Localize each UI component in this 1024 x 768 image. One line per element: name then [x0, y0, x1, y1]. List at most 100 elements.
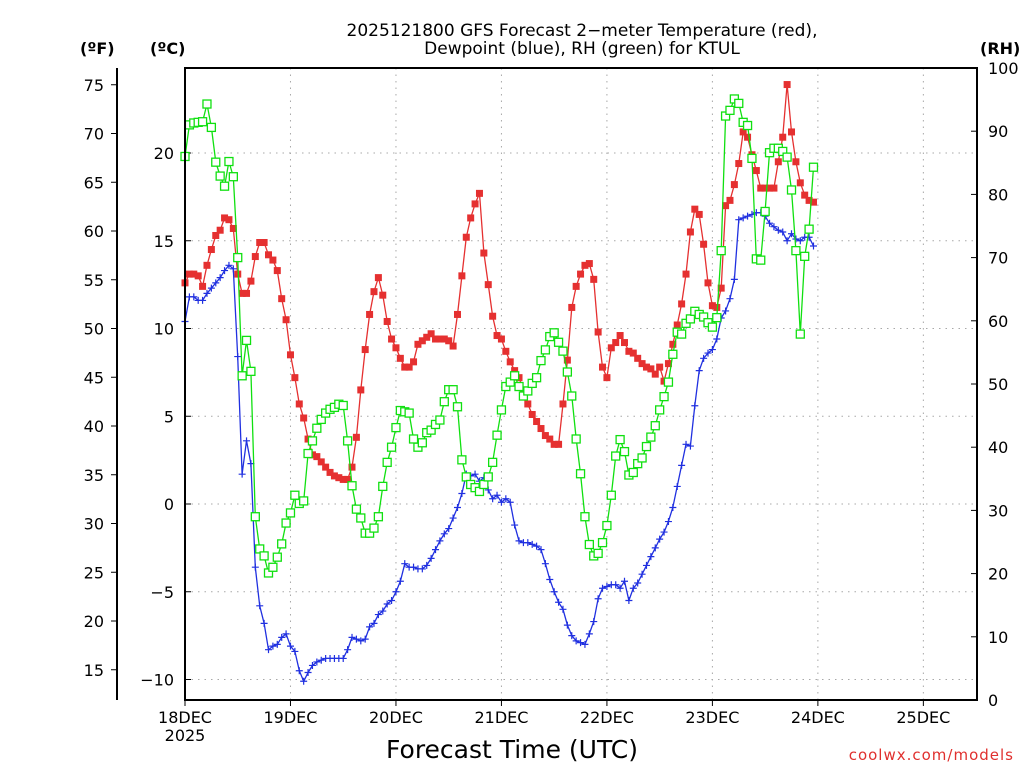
- data-point-dewpoint: [533, 542, 541, 550]
- data-point-2-meter-temperature: [410, 358, 418, 366]
- data-point-2-meter-temperature: [313, 453, 321, 461]
- data-point-2-meter-temperature: [401, 363, 409, 371]
- data-point-2-meter-temperature: [291, 374, 299, 382]
- data-point-2-meter-temperature: [801, 191, 809, 199]
- rh-axis: 0 10 20 30 40 50 60 70 80 90 100: [971, 59, 1019, 710]
- data-point-2-meter-temperature: [361, 346, 369, 354]
- data-point-2-meter-temperature: [286, 351, 294, 359]
- data-point-2-meter-temperature: [796, 179, 804, 187]
- data-point-dewpoint: [511, 521, 519, 529]
- data-point-2-meter-temperature: [717, 284, 725, 292]
- data-point-dewpoint: [265, 646, 273, 654]
- data-point-rh: [386, 442, 397, 452]
- data-point-rh: [602, 520, 612, 531]
- data-point-dewpoint: [304, 668, 312, 676]
- data-point-rh: [575, 469, 586, 479]
- data-point-dewpoint: [590, 618, 598, 626]
- rh-tick-label: 80: [988, 185, 1008, 204]
- data-point-2-meter-temperature: [730, 181, 738, 189]
- data-point-2-meter-temperature: [251, 253, 259, 261]
- data-point-rh: [676, 329, 687, 339]
- celsius-tick-label: −5: [150, 583, 174, 602]
- data-point-rh: [492, 430, 502, 440]
- data-point-2-meter-temperature: [704, 279, 712, 287]
- data-point-dewpoint: [396, 577, 404, 585]
- data-point-rh: [619, 446, 630, 457]
- data-point-rh: [791, 245, 801, 256]
- data-point-rh: [716, 245, 726, 256]
- data-point-2-meter-temperature: [642, 363, 650, 371]
- data-point-rh: [483, 472, 493, 482]
- data-point-dewpoint: [774, 226, 782, 234]
- data-point-rh: [637, 453, 647, 463]
- data-point-rh: [514, 381, 524, 392]
- data-point-2-meter-temperature: [467, 214, 475, 222]
- data-point-dewpoint: [207, 284, 215, 292]
- data-point-2-meter-temperature: [388, 335, 396, 343]
- data-point-rh: [800, 251, 810, 261]
- data-point-rh: [233, 252, 243, 263]
- data-point-2-meter-temperature: [524, 400, 532, 408]
- data-point-dewpoint: [291, 647, 299, 655]
- celsius-tick-label: 0: [164, 495, 174, 514]
- data-point-2-meter-temperature: [766, 184, 774, 192]
- data-point-dewpoint: [537, 546, 545, 554]
- data-point-2-meter-temperature: [300, 414, 308, 422]
- data-point-dewpoint: [638, 570, 646, 578]
- data-point-dewpoint: [559, 605, 567, 613]
- rh-tick-label: 40: [988, 438, 1008, 457]
- data-point-rh: [611, 451, 621, 461]
- rh-tick-label: 70: [988, 249, 1008, 268]
- data-point-dewpoint: [515, 537, 523, 545]
- data-point-2-meter-temperature: [700, 240, 708, 248]
- data-point-rh: [487, 457, 498, 468]
- data-point-dewpoint: [352, 635, 360, 643]
- data-point-rh: [290, 490, 300, 500]
- rh-tick-label: 10: [988, 628, 1008, 647]
- data-point-2-meter-temperature: [686, 228, 694, 236]
- series-dewpoint: [181, 209, 817, 685]
- data-point-dewpoint: [708, 346, 716, 354]
- data-point-rh: [277, 539, 287, 549]
- data-point-2-meter-temperature: [484, 281, 492, 289]
- data-point-dewpoint: [361, 635, 369, 643]
- data-point-dewpoint: [449, 514, 457, 522]
- data-point-dewpoint: [722, 307, 730, 315]
- data-point-2-meter-temperature: [282, 316, 290, 324]
- data-point-rh: [663, 377, 674, 387]
- data-point-rh: [553, 337, 564, 347]
- data-point-dewpoint: [739, 214, 747, 222]
- data-point-2-meter-temperature: [392, 344, 400, 352]
- data-point-dewpoint: [440, 530, 448, 538]
- celsius-tick-label: 5: [164, 407, 174, 426]
- data-point-2-meter-temperature: [761, 184, 769, 192]
- data-point-dewpoint: [418, 565, 426, 573]
- x-tick-label: 23DEC: [685, 708, 739, 727]
- data-point-dewpoint: [212, 279, 220, 287]
- data-point-2-meter-temperature: [563, 356, 571, 364]
- data-point-dewpoint: [809, 242, 817, 250]
- celsius-unit-label: (ºC): [150, 39, 185, 58]
- data-point-dewpoint: [634, 579, 642, 587]
- data-point-2-meter-temperature: [805, 196, 813, 204]
- data-point-2-meter-temperature: [664, 360, 672, 368]
- data-point-rh: [742, 120, 753, 131]
- data-point-dewpoint: [190, 293, 198, 301]
- data-point-dewpoint: [453, 504, 461, 512]
- data-point-dewpoint: [581, 640, 589, 648]
- data-point-rh: [197, 117, 208, 127]
- data-point-2-meter-temperature: [471, 200, 479, 208]
- data-point-2-meter-temperature: [739, 128, 747, 136]
- data-point-2-meter-temperature: [344, 475, 352, 483]
- data-point-dewpoint: [410, 563, 418, 571]
- data-point-rh: [250, 512, 260, 522]
- data-point-rh: [580, 512, 590, 522]
- fahrenheit-tick-label: 30: [84, 515, 104, 534]
- data-point-dewpoint: [388, 597, 396, 605]
- data-point-2-meter-temperature: [423, 333, 431, 341]
- data-point-2-meter-temperature: [330, 472, 338, 480]
- data-point-2-meter-temperature: [757, 184, 765, 192]
- data-point-2-meter-temperature: [212, 231, 220, 239]
- rh-unit-label: (RH): [980, 39, 1020, 58]
- data-point-2-meter-temperature: [427, 330, 435, 338]
